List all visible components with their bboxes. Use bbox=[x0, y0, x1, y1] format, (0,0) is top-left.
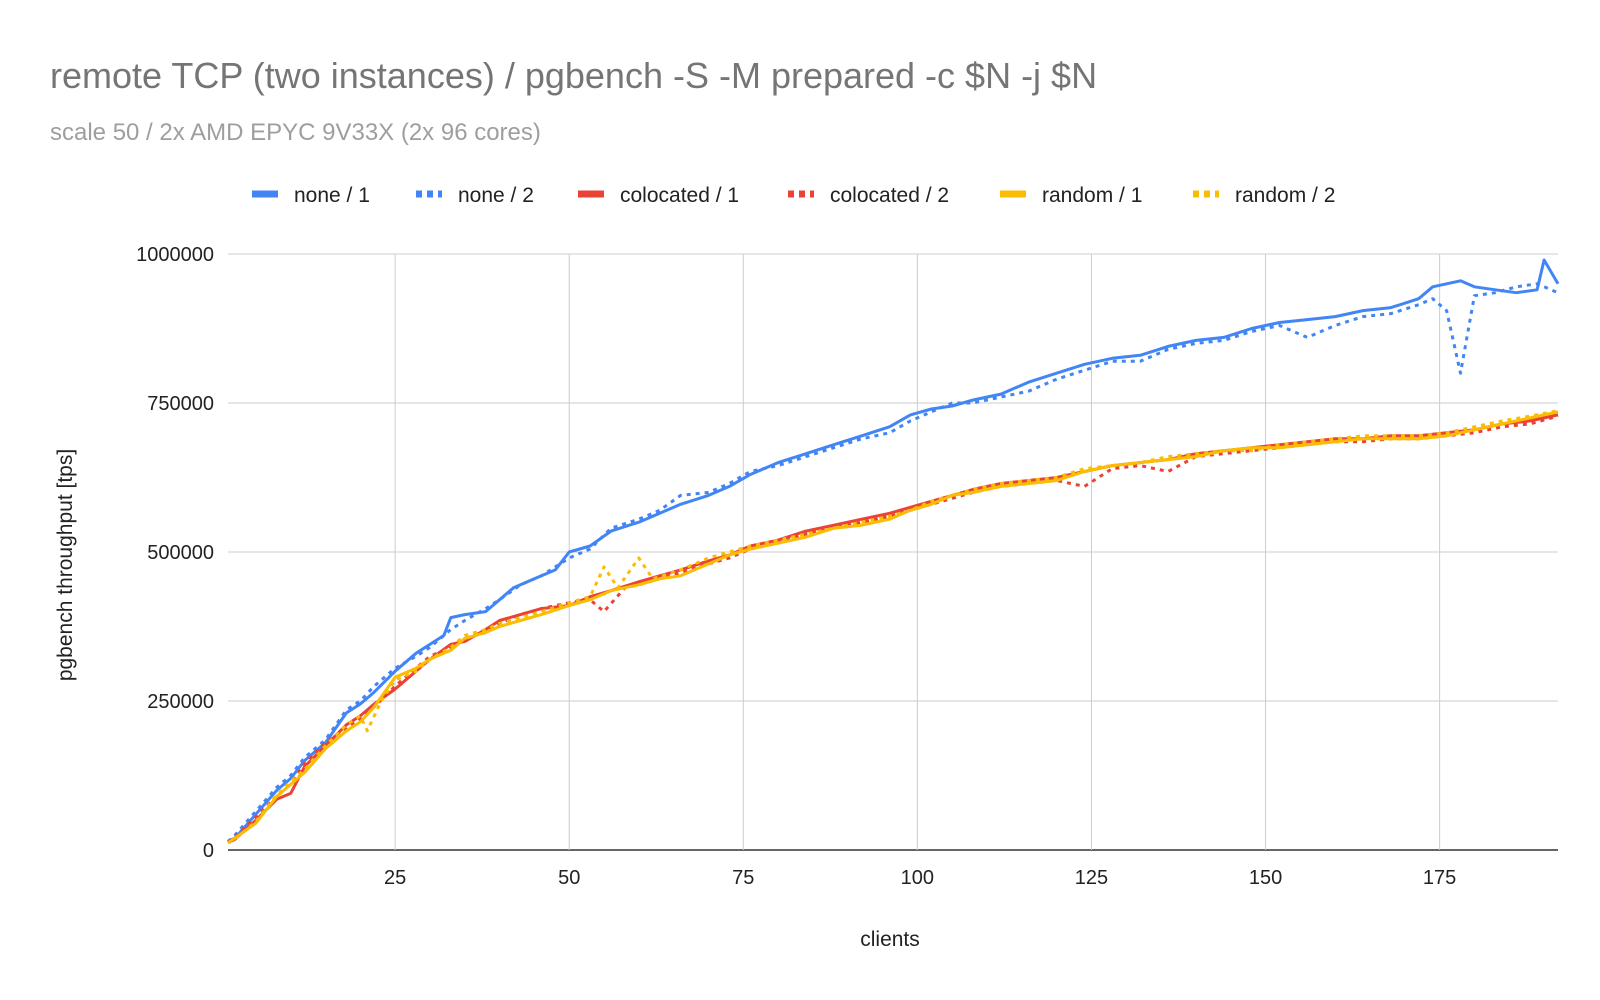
y-tick-label: 1000000 bbox=[136, 244, 214, 266]
series-line-5 bbox=[227, 410, 1559, 845]
y-axis-ticks: 0 250000 500000 750000 1000000 bbox=[136, 244, 214, 862]
legend-label: none / 2 bbox=[458, 184, 534, 207]
series-line-2 bbox=[226, 282, 1559, 843]
series-line-6 bbox=[227, 409, 1559, 845]
series-lines bbox=[226, 258, 1560, 845]
x-tick-label: 50 bbox=[558, 867, 580, 889]
legend-label: colocated / 1 bbox=[620, 184, 739, 207]
grid bbox=[228, 253, 1558, 851]
x-tick-label: 125 bbox=[1075, 867, 1108, 889]
legend: none / 1 none / 2 colocated / 1 colocated /… bbox=[252, 184, 1335, 207]
series-line-1 bbox=[227, 258, 1560, 843]
y-axis-title: pgbench throughput [tps] bbox=[54, 449, 77, 681]
y-tick-label: 0 bbox=[203, 840, 214, 862]
legend-label: random / 1 bbox=[1042, 184, 1142, 207]
x-tick-label: 150 bbox=[1249, 867, 1282, 889]
x-tick-label: 25 bbox=[384, 867, 406, 889]
series-line-3 bbox=[227, 413, 1559, 845]
legend-label: none / 1 bbox=[294, 184, 370, 207]
y-tick-label: 500000 bbox=[147, 542, 214, 564]
legend-label: random / 2 bbox=[1235, 184, 1335, 207]
x-tick-label: 75 bbox=[732, 867, 754, 889]
x-tick-label: 100 bbox=[901, 867, 934, 889]
x-axis-title: clients bbox=[860, 928, 920, 951]
chart-title: remote TCP (two instances) / pgbench -S … bbox=[50, 55, 1097, 96]
chart-subtitle: scale 50 / 2x AMD EPYC 9V33X (2x 96 core… bbox=[50, 119, 541, 146]
y-tick-label: 250000 bbox=[147, 691, 214, 713]
x-axis-ticks: 25 50 75 100 125 150 175 bbox=[384, 867, 1456, 889]
legend-label: colocated / 2 bbox=[830, 184, 949, 207]
series-line-4 bbox=[227, 414, 1559, 844]
y-tick-label: 750000 bbox=[147, 393, 214, 415]
x-tick-label: 175 bbox=[1423, 867, 1456, 889]
